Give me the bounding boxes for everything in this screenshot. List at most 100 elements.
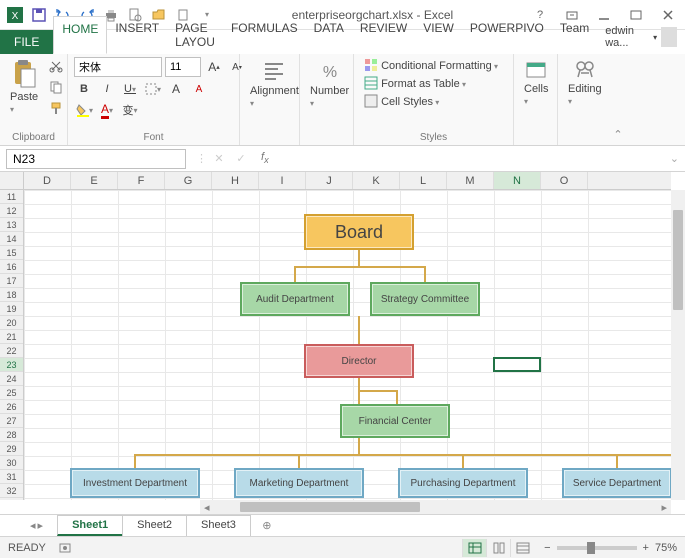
cells-area[interactable]: BoardAudit DepartmentStrategy CommitteeD…: [24, 190, 671, 500]
new-sheet-button[interactable]: ⊕: [256, 517, 278, 535]
row-header[interactable]: 30: [0, 456, 23, 470]
sheet-nav-next-icon[interactable]: ▸: [38, 519, 44, 532]
org-node[interactable]: Director: [304, 344, 414, 378]
font-size-input[interactable]: [165, 57, 201, 77]
org-node[interactable]: Purchasing Department: [398, 468, 528, 498]
column-header[interactable]: G: [165, 172, 212, 189]
sheet-tab[interactable]: Sheet2: [122, 515, 187, 536]
font-color-button[interactable]: A: [97, 101, 117, 119]
row-header[interactable]: 11: [0, 190, 23, 204]
tab-team[interactable]: Team: [552, 16, 597, 54]
zoom-level[interactable]: 75%: [655, 542, 677, 554]
org-node[interactable]: Audit Department: [240, 282, 350, 316]
row-header[interactable]: 26: [0, 400, 23, 414]
view-page-layout-button[interactable]: [486, 539, 510, 557]
zoom-slider-thumb[interactable]: [587, 542, 595, 554]
scroll-right-icon[interactable]: ▸: [657, 501, 671, 514]
view-page-break-button[interactable]: [510, 539, 534, 557]
row-header[interactable]: 27: [0, 414, 23, 428]
user-account[interactable]: edwin wa... ▾: [597, 20, 685, 54]
tab-view[interactable]: VIEW: [415, 16, 462, 54]
column-header[interactable]: M: [447, 172, 494, 189]
row-header[interactable]: 32: [0, 484, 23, 498]
tab-powerpivo[interactable]: POWERPIVO: [462, 16, 552, 54]
zoom-slider[interactable]: [557, 546, 637, 550]
sheet-nav[interactable]: ◂ ▸: [24, 519, 49, 532]
copy-icon[interactable]: [46, 78, 66, 96]
row-header[interactable]: 15: [0, 246, 23, 260]
worksheet-grid[interactable]: DEFGHIJKLMNO 111213141516171819202122232…: [0, 172, 685, 514]
sheet-tab[interactable]: Sheet1: [57, 515, 123, 536]
formula-input[interactable]: [275, 149, 664, 169]
editing-button[interactable]: Editing: [564, 57, 606, 109]
column-header[interactable]: D: [24, 172, 71, 189]
font-name-input[interactable]: [74, 57, 162, 77]
column-header[interactable]: O: [541, 172, 588, 189]
fill-color-button[interactable]: [74, 101, 94, 119]
org-node[interactable]: Investment Department: [70, 468, 200, 498]
row-header[interactable]: 31: [0, 470, 23, 484]
conditional-formatting-button[interactable]: Conditional Formatting: [360, 57, 502, 73]
format-as-table-button[interactable]: Format as Table: [360, 75, 502, 91]
tab-data[interactable]: DATA: [306, 16, 352, 54]
column-header[interactable]: E: [71, 172, 118, 189]
row-header[interactable]: 23: [0, 358, 23, 372]
fx-icon[interactable]: fx: [255, 151, 275, 165]
select-all-triangle[interactable]: [0, 172, 24, 190]
column-header[interactable]: K: [353, 172, 400, 189]
tab-file[interactable]: FILE: [0, 30, 53, 54]
column-header[interactable]: J: [306, 172, 353, 189]
increase-font-icon[interactable]: A▴: [204, 58, 224, 76]
row-header[interactable]: 29: [0, 442, 23, 456]
column-header[interactable]: I: [259, 172, 306, 189]
paste-button[interactable]: Paste: [6, 57, 42, 117]
italic-button[interactable]: I: [97, 80, 117, 98]
row-header[interactable]: 19: [0, 302, 23, 316]
tab-formulas[interactable]: FORMULAS: [223, 16, 306, 54]
row-header[interactable]: 14: [0, 232, 23, 246]
scrollbar-thumb-h[interactable]: [240, 502, 420, 512]
cut-icon[interactable]: [46, 57, 66, 75]
org-node[interactable]: Financial Center: [340, 404, 450, 438]
row-header[interactable]: 24: [0, 372, 23, 386]
number-button[interactable]: % Number: [306, 57, 353, 111]
macro-record-icon[interactable]: [58, 541, 72, 555]
scroll-left-icon[interactable]: ◂: [200, 501, 214, 514]
format-painter-icon[interactable]: [46, 99, 66, 117]
expand-formula-icon[interactable]: ⌄: [664, 152, 685, 165]
cells-button[interactable]: Cells: [520, 57, 552, 109]
column-header[interactable]: F: [118, 172, 165, 189]
border-button[interactable]: [143, 80, 163, 98]
row-header[interactable]: 17: [0, 274, 23, 288]
scrollbar-horizontal[interactable]: ◂ ▸: [200, 500, 671, 514]
scrollbar-vertical[interactable]: [671, 190, 685, 500]
enter-formula-icon[interactable]: ✓: [231, 150, 251, 168]
row-header[interactable]: 13: [0, 218, 23, 232]
zoom-out-button[interactable]: −: [544, 542, 550, 554]
name-box[interactable]: [6, 149, 186, 169]
row-header[interactable]: 28: [0, 428, 23, 442]
row-header[interactable]: 21: [0, 330, 23, 344]
alignment-button[interactable]: Alignment: [246, 57, 303, 111]
bold-button[interactable]: B: [74, 80, 94, 98]
row-header[interactable]: 18: [0, 288, 23, 302]
tab-home[interactable]: HOME: [53, 16, 107, 54]
row-header[interactable]: 22: [0, 344, 23, 358]
underline-button[interactable]: U: [120, 80, 140, 98]
row-header[interactable]: 16: [0, 260, 23, 274]
font-phonetic-icon[interactable]: A: [166, 80, 186, 98]
tab-review[interactable]: REVIEW: [352, 16, 415, 54]
sheet-nav-prev-icon[interactable]: ◂: [30, 519, 36, 532]
org-node[interactable]: Board: [304, 214, 414, 250]
column-header[interactable]: N: [494, 172, 541, 189]
column-header[interactable]: H: [212, 172, 259, 189]
collapse-ribbon-icon[interactable]: ⌃: [613, 128, 622, 141]
excel-icon[interactable]: X: [4, 4, 26, 26]
row-header[interactable]: 20: [0, 316, 23, 330]
save-icon[interactable]: [28, 4, 50, 26]
cancel-formula-icon[interactable]: ✕: [209, 150, 229, 168]
font-effects-icon[interactable]: A: [189, 80, 209, 98]
scrollbar-thumb-v[interactable]: [673, 210, 683, 310]
column-header[interactable]: L: [400, 172, 447, 189]
ruby-icon[interactable]: 变: [120, 101, 140, 119]
